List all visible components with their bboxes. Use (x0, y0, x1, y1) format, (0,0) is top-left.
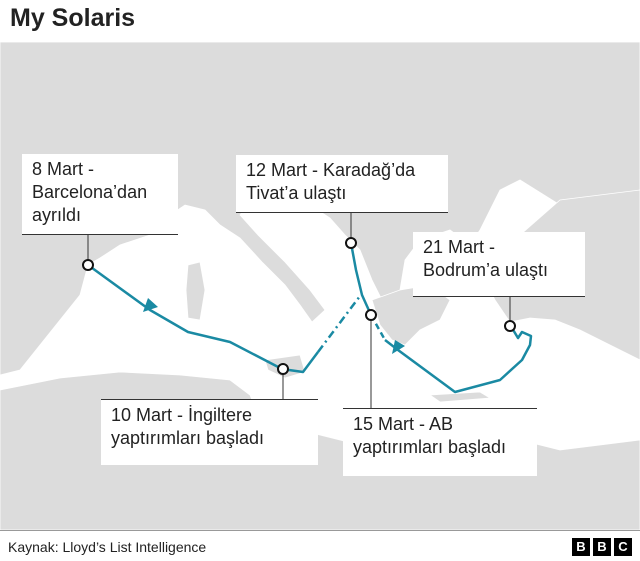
label-eu-sanctions: 15 Mart - AB yaptırımları başladı (343, 408, 537, 476)
direction-arrow-icon (392, 340, 405, 354)
label-bodrum: 21 Mart - Bodrum’a ulaştı (413, 232, 585, 297)
label-barcelona: 8 Mart - Barcelona’dan ayrıldı (22, 154, 178, 235)
route-segment-adriatic (349, 242, 373, 316)
route-segment-dashed (317, 295, 361, 353)
label-uk-sanctions: 10 Mart - İngiltere yaptırımları başladı (101, 399, 318, 465)
bbc-logo: B B C (572, 538, 632, 556)
label-tivat: 12 Mart - Karadağ’da Tivat’a ulaştı (236, 155, 448, 213)
map-title: My Solaris (10, 4, 136, 32)
marker-tivat (345, 237, 357, 249)
marker-eu-sanctions (365, 309, 377, 321)
marker-uk-sanctions (277, 363, 289, 375)
source-text: Kaynak: Lloyd’s List Intelligence (8, 539, 207, 555)
route-segment-west (87, 263, 319, 374)
land-crete (428, 391, 492, 403)
direction-arrow-icon (143, 298, 158, 312)
route-segment-aegean (384, 327, 533, 394)
footer: Kaynak: Lloyd’s List Intelligence B B C (0, 530, 640, 561)
marker-barcelona (82, 259, 94, 271)
marker-bodrum (504, 320, 516, 332)
land-sardinia (185, 261, 206, 321)
